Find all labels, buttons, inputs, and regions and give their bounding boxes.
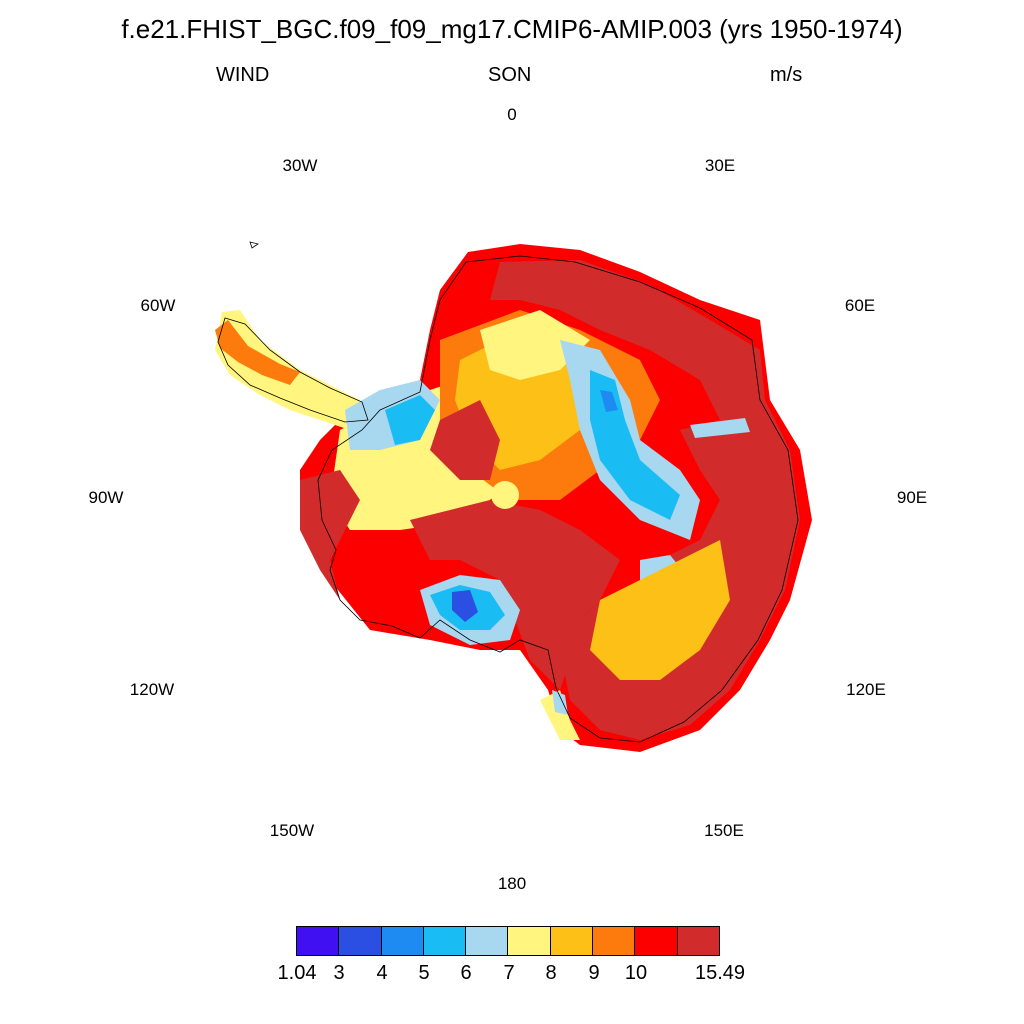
- colorbar-label: 9: [588, 962, 600, 984]
- colorbar-box-8: [593, 927, 636, 955]
- colorbar-label: 15.49: [694, 962, 746, 984]
- colorbar-box-9: [635, 927, 678, 955]
- center-yellow: [480, 310, 590, 380]
- colorbar: [296, 926, 720, 956]
- colorbar-label: 3: [333, 962, 345, 984]
- colorbar-box-3: [381, 927, 424, 955]
- coastline: [217, 241, 799, 743]
- colorbar-label: 5: [418, 962, 430, 984]
- lon-label-120w: 120W: [130, 680, 174, 699]
- colorbar-label: 4: [376, 962, 388, 984]
- ross-darkblue: [452, 590, 478, 622]
- colorbar-box-5: [466, 927, 509, 955]
- southeast-yellow: [540, 690, 580, 740]
- lon-label-60w: 60W: [141, 296, 176, 315]
- lon-label-150w: 150W: [270, 821, 314, 840]
- colorbar-label: 7: [503, 962, 515, 984]
- lon-label-0: 0: [507, 105, 516, 124]
- lon-label-120e: 120E: [846, 680, 886, 699]
- peninsula-coastline: [217, 317, 369, 423]
- colorbar-box-2: [339, 927, 382, 955]
- colorbar-label: 10: [624, 962, 648, 984]
- longitude-labels: 0 30E 60E 90E 120E 150E 180 150W 120W 90W 60W 30W: [89, 105, 928, 893]
- colorbar-box-4: [423, 927, 467, 955]
- variable-label: WIND: [216, 64, 270, 86]
- wind-speed-fill: [215, 244, 812, 752]
- lon-label-30w: 30W: [283, 156, 318, 175]
- east-gold: [590, 540, 730, 680]
- island-outline: [249, 241, 259, 249]
- lon-label-60e: 60E: [845, 296, 875, 315]
- colorbar-box-7: [550, 927, 594, 955]
- east-coast-streak: [690, 418, 750, 438]
- colorbar-label: 1.04: [277, 962, 317, 984]
- peninsula-fringe: [215, 320, 300, 385]
- continent-coastline: [317, 255, 799, 743]
- ross-darkred: [410, 500, 620, 690]
- colorbar-box-10: [677, 927, 719, 955]
- northwest-darkred: [430, 400, 500, 480]
- lon-label-150e: 150E: [704, 821, 744, 840]
- colorbar-box-1: [297, 927, 340, 955]
- season-label: SON: [488, 64, 532, 86]
- southeast-lightblue: [552, 690, 568, 715]
- lon-label-180: 180: [498, 874, 526, 893]
- colorbar-box-6: [508, 927, 551, 955]
- lon-label-90e: 90E: [897, 488, 927, 507]
- west-blue: [385, 395, 435, 445]
- units-label: m/s: [770, 64, 803, 86]
- lon-label-90w: 90W: [89, 488, 124, 507]
- west-darkred: [300, 470, 360, 600]
- lon-label-30e: 30E: [705, 156, 735, 175]
- region-darkred-east: [490, 260, 800, 740]
- colorbar-label: 8: [545, 962, 557, 984]
- map-title: f.e21.FHIST_BGC.f09_f09_mg17.CMIP6-AMIP.…: [121, 14, 903, 44]
- blue-ridge-core: [600, 390, 618, 412]
- pole-marker: [491, 481, 519, 509]
- colorbar-label: 6: [460, 962, 472, 984]
